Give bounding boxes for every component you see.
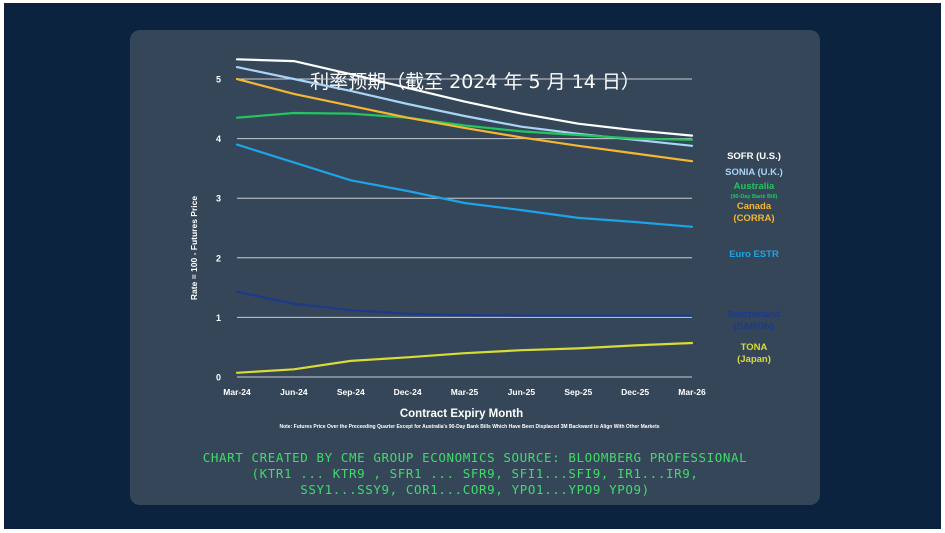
chart-title: 利率预期（截至 2024 年 5 月 14 日） (310, 71, 640, 93)
y-axis-title: Rate = 100 - Futures Price (189, 196, 199, 300)
series-label: Australia (734, 181, 775, 192)
x-tick-label: Jun-24 (280, 387, 308, 397)
series-label: (CORRA) (733, 213, 774, 224)
line-chart: 0 1 2 3 4 5 Mar-24 Jun-24 Sep-24 Dec-24 Mar-25 Jun-… (189, 58, 783, 430)
chart-note: Note: Futures Price Over the Preceeding … (279, 424, 659, 430)
series-line (235, 111, 694, 141)
series-label: (90-Day Bank Bill) (731, 194, 778, 200)
series-line (235, 58, 694, 137)
y-tick-label: 4 (216, 134, 221, 144)
x-tick-label: Dec-25 (621, 387, 649, 397)
series-label: TONA (741, 342, 768, 353)
chart-panel: 利率预期（截至 2024 年 5 月 14 日） 0 1 2 3 4 5 Mar-24 Jun… (130, 30, 820, 505)
chart-credit-line-3: SSY1...SSY9, COR1...COR9, YPO1...YPO9 YP… (300, 482, 650, 497)
x-axis-title: Contract Expiry Month (400, 408, 523, 420)
y-tick-label: 0 (216, 373, 221, 383)
series-label: (SARON) (734, 321, 775, 332)
series-line (235, 77, 694, 163)
series-line (235, 290, 694, 317)
y-tick-label: 3 (216, 194, 221, 204)
x-tick-label: Sep-25 (564, 387, 592, 397)
series-label: Euro ESTR (729, 249, 779, 260)
chart-credit-line-2: (KTR1 ... KTR9 , SFR1 ... SFR9, SFI1...S… (251, 466, 699, 481)
x-tick-label: Mar-26 (678, 387, 706, 397)
x-tick-label: Sep-24 (337, 387, 365, 397)
series-line (235, 341, 694, 374)
x-tick-label: Mar-25 (451, 387, 479, 397)
y-tick-label: 2 (216, 253, 221, 263)
chart-credit-line-1: CHART CREATED BY CME GROUP ECONOMICS SOU… (202, 450, 748, 465)
series-label: Canada (737, 201, 772, 212)
x-tick-label: Mar-24 (223, 387, 251, 397)
series-label: Switzerland (728, 309, 781, 320)
x-tick-label: Dec-24 (394, 387, 422, 397)
y-tick-label: 1 (216, 313, 221, 323)
series-label: SONIA (U.K.) (725, 167, 783, 178)
series-label: SOFR (U.S.) (727, 151, 781, 162)
y-tick-label: 5 (216, 75, 221, 85)
x-tick-label: Jun-25 (508, 387, 536, 397)
series-label: (Japan) (737, 354, 771, 365)
series-line (235, 143, 694, 228)
slide-background: 利率预期（截至 2024 年 5 月 14 日） 0 1 2 3 4 5 Mar-24 Jun… (4, 3, 941, 529)
